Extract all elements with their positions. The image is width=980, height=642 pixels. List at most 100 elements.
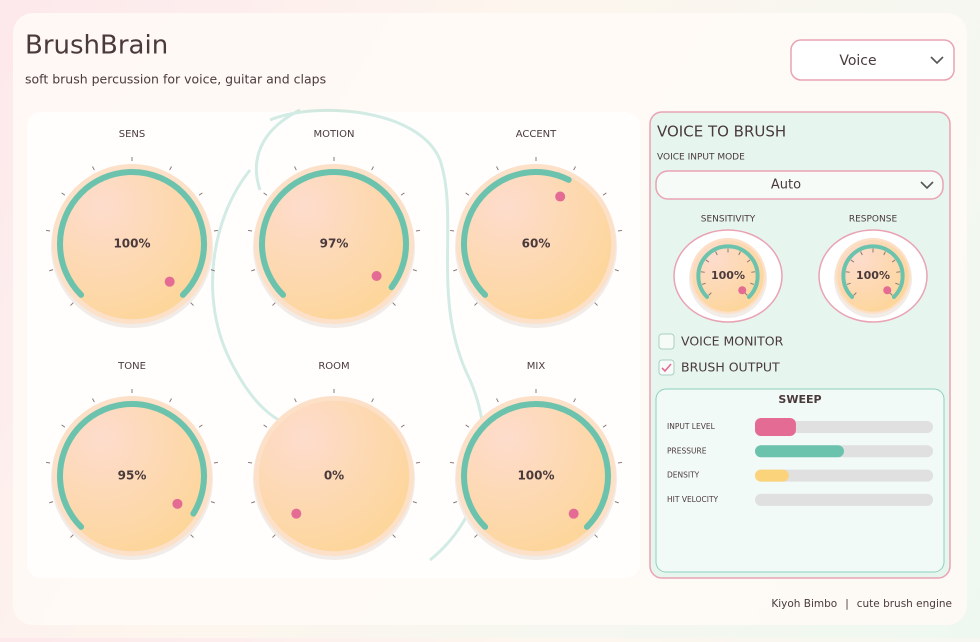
knob-tick: [453, 269, 458, 272]
knob-tick: [190, 534, 194, 538]
meter-fill: [755, 469, 789, 482]
knob-tick: [213, 461, 219, 464]
mode-dropdown[interactable]: [655, 170, 944, 200]
knob-value: 100%: [856, 269, 890, 282]
footer-tagline: cute brush engine: [857, 598, 952, 610]
knob-face: [258, 168, 410, 320]
knob-tick: [210, 501, 215, 504]
knob-tick: [496, 166, 499, 171]
meter-label: INPUT LEVEL: [667, 422, 716, 431]
knob-tick: [247, 229, 253, 232]
dropdown-arrow: [930, 56, 944, 65]
knob-arc: [461, 169, 572, 298]
knob-tick: [392, 534, 396, 538]
knob-tick: [247, 461, 253, 464]
knob-face: [460, 168, 612, 320]
knob-tick: [850, 259, 855, 263]
knob-tick: [449, 229, 455, 232]
knob-label: RESPONSE: [849, 215, 898, 225]
knob-tick: [371, 398, 374, 403]
knob-tick: [744, 292, 748, 296]
knob-arc: [57, 169, 207, 298]
knob-tick: [617, 461, 623, 464]
panel-title: VOICE TO BRUSH: [657, 123, 786, 141]
knob-tick: [70, 534, 74, 538]
knob-arc: [259, 169, 409, 298]
knob-tick: [594, 302, 598, 306]
meter-fill: [755, 445, 844, 458]
knob-pointer: [738, 286, 747, 295]
checkmark: [661, 363, 672, 373]
checkbox[interactable]: [658, 333, 675, 350]
knob-tick: [896, 271, 901, 273]
preset-dropdown[interactable]: [790, 39, 955, 81]
mode-value[interactable]: Auto: [771, 178, 801, 193]
knob-tick: [594, 534, 598, 538]
knob-pointer: [291, 508, 302, 519]
knob-tick: [263, 424, 268, 428]
knob-pointer: [883, 286, 892, 295]
knob-tick: [474, 534, 478, 538]
knob-value: 0%: [324, 469, 344, 483]
knob-tick: [738, 251, 741, 256]
knob-label: MIX: [527, 361, 546, 372]
knob-value: 97%: [320, 237, 349, 251]
knob-tick: [61, 424, 66, 428]
knob-tick: [70, 302, 74, 306]
knob-value: 100%: [113, 237, 150, 251]
footer-credit: Kiyoh Bimbo: [771, 598, 837, 610]
knob-face: [56, 400, 208, 552]
footer-separator: |: [845, 598, 849, 610]
knob-value: 60%: [522, 237, 551, 251]
knob-arc: [841, 244, 905, 299]
checkbox[interactable]: [658, 359, 675, 376]
knob-tick: [272, 302, 276, 306]
knob-tick: [400, 192, 405, 196]
dropdown-arrow: [920, 181, 934, 190]
knob-tick: [465, 192, 470, 196]
knob-tick: [705, 259, 710, 263]
knob-tick: [412, 269, 417, 272]
knob-label: TONE: [117, 361, 146, 372]
knob-tick: [392, 302, 396, 306]
knob-tick: [708, 292, 712, 296]
knob-tick: [294, 166, 297, 171]
knob-tick: [49, 269, 54, 272]
preset-value[interactable]: Voice: [839, 53, 876, 69]
knob-tick: [45, 229, 51, 232]
knob-tick: [701, 282, 706, 285]
checkbox-label: BRUSH OUTPUT: [681, 360, 780, 375]
knob-tick: [846, 282, 851, 285]
app-title: BrushBrain: [25, 31, 168, 61]
knob-pointer: [568, 508, 579, 519]
knob-tick: [92, 166, 95, 171]
knob-tick: [715, 251, 718, 256]
knob-tick: [251, 269, 256, 272]
knob-tick: [210, 269, 215, 272]
knob-tick: [895, 282, 900, 285]
knob-tick: [272, 534, 276, 538]
knob-tick: [602, 424, 607, 428]
sweep-title: SWEEP: [778, 393, 821, 406]
knob-tick: [860, 251, 863, 256]
knob-tick: [45, 461, 51, 464]
knob-tick: [845, 271, 850, 273]
knob-tick: [883, 251, 886, 256]
knob-tick: [614, 501, 619, 504]
knob-tick: [263, 192, 268, 196]
knob-tick: [198, 192, 203, 196]
knob-tick: [251, 501, 256, 504]
footer: Kiyoh Bimbo | cute brush engine: [771, 598, 952, 610]
knob-tick: [453, 501, 458, 504]
knob-tick: [412, 501, 417, 504]
knob-tick: [889, 292, 893, 296]
meter-track: [755, 469, 933, 482]
knob-tick: [169, 398, 172, 403]
knob-label: SENS: [119, 129, 146, 140]
knob-tick: [614, 269, 619, 272]
meter-fill: [755, 418, 796, 436]
knob-value: 100%: [711, 269, 745, 282]
knob-tick: [169, 166, 172, 171]
knob-tick: [465, 424, 470, 428]
